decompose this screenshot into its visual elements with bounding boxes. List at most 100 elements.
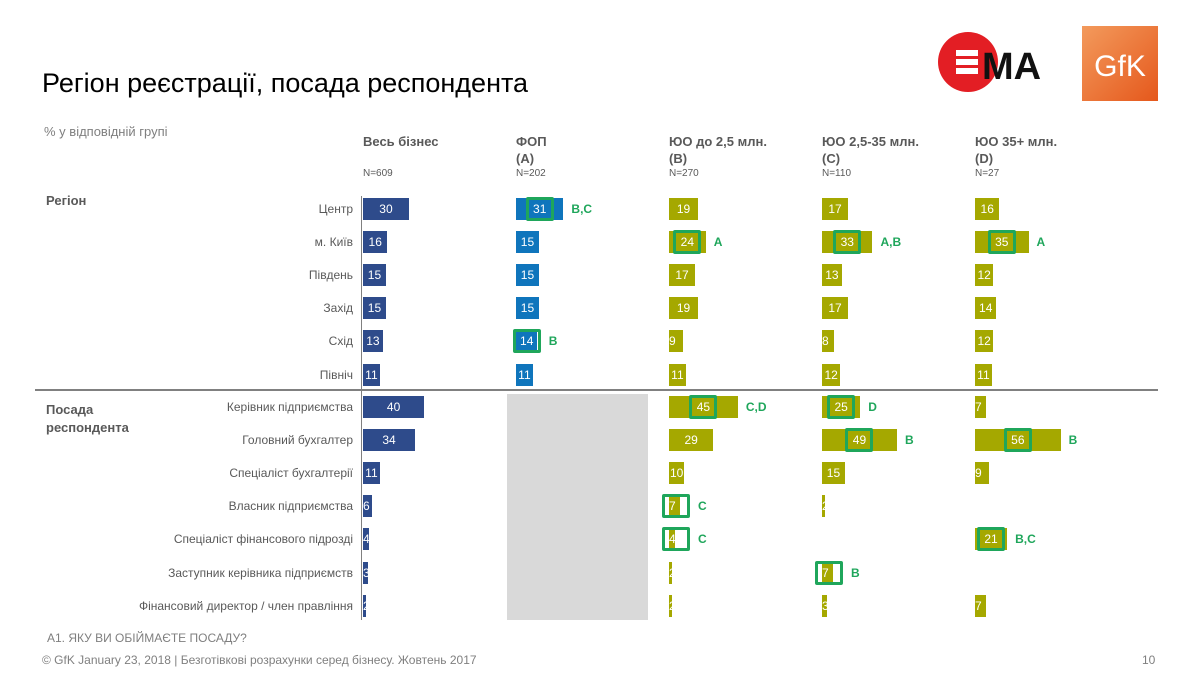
bar-value-label: 6 xyxy=(363,499,370,513)
section-divider xyxy=(35,389,1158,391)
column-header-fop: ФОП (A) xyxy=(516,133,547,167)
column-letter: (D) xyxy=(975,151,994,166)
bar-value-label: 19 xyxy=(676,301,691,315)
bar-value-label: 14 xyxy=(520,334,534,348)
bar-b xyxy=(669,528,676,550)
bar-value-label: 4 xyxy=(669,532,676,546)
row-label: Керівник підприємства xyxy=(226,400,353,414)
bar-value-label: 33 xyxy=(840,235,854,249)
column-n-total: N=609 xyxy=(363,168,393,179)
significance-label: A xyxy=(1036,235,1046,249)
bar-value-label: 11 xyxy=(671,368,684,382)
bar-value-label: 3 xyxy=(363,566,370,580)
significance-label: B xyxy=(548,334,558,348)
bar-b xyxy=(669,462,685,484)
bar-b xyxy=(669,595,673,617)
significance-box xyxy=(1003,428,1032,452)
column-letter: (C) xyxy=(822,151,841,166)
significance-box xyxy=(987,230,1016,254)
bar-value-label: 15 xyxy=(520,301,535,315)
bar-d xyxy=(975,198,1000,220)
bar-value-label: 15 xyxy=(520,268,535,282)
significance-label: B xyxy=(1068,433,1078,447)
bar-value-label: 7 xyxy=(822,566,829,580)
significance-label: B,C xyxy=(1015,532,1036,546)
bar-value-label: 24 xyxy=(680,235,695,249)
not-applicable-block xyxy=(507,394,648,620)
significance-box xyxy=(977,527,1006,551)
bar-value-label: 25 xyxy=(834,400,848,414)
significance-label: A xyxy=(713,235,723,249)
significance-box xyxy=(815,561,843,585)
significance-label: C,D xyxy=(745,400,767,414)
bar-total xyxy=(363,396,425,418)
bar-value-label: 12 xyxy=(824,368,838,382)
row-label: Фінансовий директор / член правління xyxy=(138,599,353,613)
bar-value-label: 8 xyxy=(822,334,829,348)
bar-value-label: 16 xyxy=(368,235,382,249)
bar-value-label: 2 xyxy=(822,499,829,513)
row-label: Центр xyxy=(318,202,353,216)
column-title: ЮО до 2,5 млн. xyxy=(669,134,767,149)
bar-c xyxy=(822,429,897,451)
column-letter: (B) xyxy=(669,151,688,166)
bar-b xyxy=(669,396,738,418)
footer-source: © GfK January 23, 2018 | Безготівкові ро… xyxy=(42,653,477,667)
bar-value-label: 29 xyxy=(684,433,698,447)
bar-c xyxy=(822,396,861,418)
bar-value-label: 11 xyxy=(977,368,990,382)
bar-c xyxy=(822,562,833,584)
bar-value-label: 2 xyxy=(669,599,676,613)
column-n-b: N=270 xyxy=(669,168,699,179)
bar-fop xyxy=(516,330,538,352)
bar-value-label: 34 xyxy=(382,433,396,447)
significance-label: B xyxy=(851,566,860,580)
bar-c xyxy=(822,330,835,352)
column-n-c: N=110 xyxy=(822,168,852,179)
bar-c xyxy=(822,595,827,617)
significance-label: A,B xyxy=(880,235,902,249)
bar-d xyxy=(975,462,989,484)
bar-b xyxy=(669,330,683,352)
axis-line xyxy=(361,196,362,620)
bar-value-label: 9 xyxy=(975,466,982,480)
gfk-logo: GfK xyxy=(1082,26,1158,101)
significance-box xyxy=(662,494,690,518)
bar-total xyxy=(363,495,373,517)
bar-d xyxy=(975,364,992,386)
bar-value-label: 11 xyxy=(518,368,531,382)
bar-total xyxy=(363,198,409,220)
column-title: ЮО 35+ млн. xyxy=(975,134,1058,149)
column-n-fop: N=202 xyxy=(516,168,546,179)
significance-label: C xyxy=(698,499,707,513)
bar-b xyxy=(669,429,714,451)
bar-value-label: 10 xyxy=(669,466,684,480)
bar-value-label: 9 xyxy=(669,334,676,348)
bar-value-label: 15 xyxy=(367,301,382,315)
ema-logo-text: MA xyxy=(982,46,1041,88)
bar-total xyxy=(363,562,368,584)
section-label-position: Посада респондента xyxy=(46,402,129,435)
significance-box xyxy=(845,428,874,452)
bar-total xyxy=(363,462,380,484)
bar-d xyxy=(975,595,986,617)
section-label-region: Регіон xyxy=(46,193,87,208)
column-title: ФОП xyxy=(516,134,547,149)
bar-value-label: 15 xyxy=(520,235,535,249)
bar-value-label: 21 xyxy=(984,532,998,546)
bar-value-label: 2 xyxy=(363,599,370,613)
column-title: ЮО 2,5-35 млн. xyxy=(822,134,919,149)
bar-value-label: 7 xyxy=(975,400,982,414)
bar-value-label: 56 xyxy=(1011,433,1025,447)
bar-total xyxy=(363,595,367,617)
bar-c xyxy=(822,364,841,386)
column-header-b: ЮО до 2,5 млн. (B) xyxy=(669,133,767,167)
row-label: Спеціаліст бухгалтерії xyxy=(229,466,353,480)
bar-value-label: 13 xyxy=(825,268,839,282)
significance-label: C xyxy=(698,532,707,546)
bar-value-label: 14 xyxy=(979,301,993,315)
bar-value-label: 49 xyxy=(852,433,867,447)
bar-total xyxy=(363,429,416,451)
column-header-total: Весь бізнес xyxy=(363,133,439,150)
row-label: м. Київ xyxy=(314,235,353,249)
